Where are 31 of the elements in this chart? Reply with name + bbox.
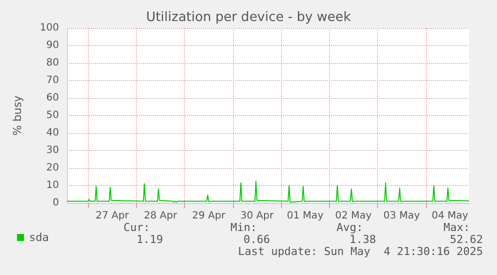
text: 0.66 [244, 233, 270, 246]
y-tick-label: 20 [46, 162, 59, 174]
x-tick-label: 01 May [286, 210, 324, 222]
text: 52.62 [450, 233, 483, 246]
y-tick-label: 10 [46, 180, 59, 191]
x-tick-label: 30 Apr [240, 210, 274, 222]
y-tick-label: 30 [46, 145, 59, 156]
text: Cur: [124, 221, 150, 234]
text: Last update: Sun May 4 21:30:16 2025 [238, 245, 483, 258]
legend-label: sda [29, 231, 49, 244]
x-tick-label: 03 May [383, 210, 420, 222]
x-tick-label: 29 Apr [192, 210, 226, 222]
y-tick-label: 50 [46, 110, 59, 121]
text: Min: [230, 221, 257, 234]
text: Avg: [336, 221, 363, 234]
y-tick-label: 90 [46, 40, 59, 51]
x-tick-label: 04 May [432, 210, 468, 222]
text: 1.38 [350, 233, 376, 246]
x-tick-label: 27 Apr [96, 210, 130, 222]
chart-title: Utilization per device - by week [146, 10, 352, 25]
y-tick-label: 60 [46, 92, 59, 104]
y-tick-label: 80 [46, 58, 59, 68]
y-tick-label: 100 [40, 22, 59, 34]
y-axis-title: % busy [11, 94, 24, 136]
y-tick-label: 70 [46, 75, 59, 86]
text: 1.19 [136, 233, 163, 246]
text: Max: [444, 221, 470, 234]
x-tick-label: 02 May [335, 210, 372, 222]
y-tick-label: 40 [46, 128, 59, 138]
x-tick-label: 28 Apr [144, 210, 178, 222]
y-tick-label: 0 [52, 198, 59, 208]
